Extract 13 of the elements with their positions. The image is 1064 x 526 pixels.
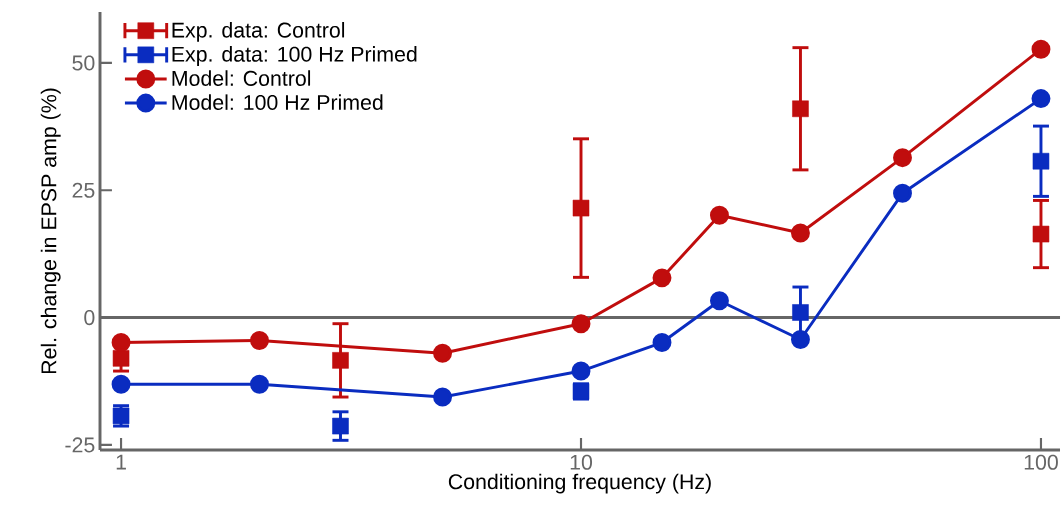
x-tick-label: 100 (1024, 454, 1058, 470)
y-tick-label: -25 (65, 437, 95, 453)
x-axis-title: Conditioning frequency (Hz) (448, 473, 711, 494)
legend-label: Model: 100 Hz Primed (172, 94, 383, 111)
y-tick-label: 50 (72, 55, 95, 71)
y-tick-label: 25 (72, 182, 95, 198)
x-tick-label: 10 (570, 454, 593, 470)
legend-label: Exp. data: Control (172, 21, 345, 42)
x-tick-label: 1 (116, 454, 126, 470)
legend-label: Model: Control (172, 70, 311, 86)
y-tick-label: 0 (84, 310, 95, 326)
y-axis-title: Rel. change in EPSP amp (%) (40, 88, 61, 374)
legend-label: Exp. data: 100 Hz Primed (172, 46, 417, 66)
